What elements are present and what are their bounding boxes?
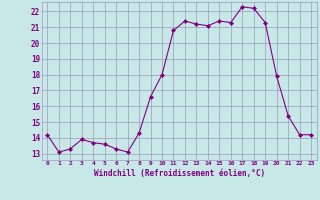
X-axis label: Windchill (Refroidissement éolien,°C): Windchill (Refroidissement éolien,°C) bbox=[94, 169, 265, 178]
